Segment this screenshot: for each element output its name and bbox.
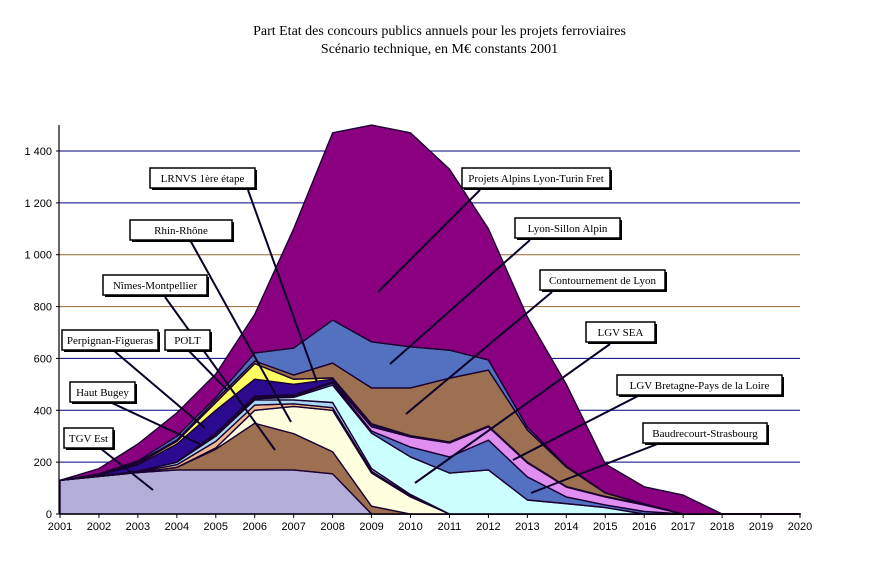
x-tick-label: 2013 — [515, 521, 539, 533]
callout-box — [129, 219, 233, 241]
callout-projets-alpins-lyon-turin-fret: Projets Alpins Lyon-Turin Fret — [377, 167, 612, 293]
callout-box — [642, 422, 768, 444]
callout-baudrecourt-strasbourg: Baudrecourt-Strasbourg — [530, 422, 769, 494]
callout-box — [164, 329, 211, 351]
callout-pointer — [405, 291, 553, 415]
callout-label: LGV Bretagne-Pays de la Loire — [630, 380, 770, 392]
callout-pointer — [187, 349, 228, 391]
x-tick-label: 2017 — [671, 521, 695, 533]
callout-lrnvs-1-re-tape: LRNVS 1ère étape — [149, 167, 318, 383]
callout-pointer — [512, 394, 641, 461]
callout-rhin-rh-ne: Rhin-Rhône — [129, 219, 292, 423]
x-tick-label: 2008 — [320, 521, 344, 533]
y-tick-label: 400 — [34, 405, 52, 417]
callout-pointer — [164, 296, 276, 451]
callout-box — [69, 381, 136, 403]
y-tick-label: 1 000 — [24, 250, 52, 262]
y-tick-label: 0 — [46, 509, 52, 521]
callout-label: Perpignan-Figueras — [67, 335, 153, 347]
x-tick-label: 2014 — [554, 521, 578, 533]
callout-polt: POLT — [164, 329, 228, 391]
x-tick-label: 2015 — [593, 521, 617, 533]
x-tick-label: 2003 — [126, 521, 150, 533]
callout-pointer — [111, 402, 203, 446]
callout-label: Lyon-Sillon Alpin — [528, 223, 608, 235]
chart-title: Part Etat des concours publics annuels p… — [253, 24, 626, 39]
callout-label: Projets Alpins Lyon-Turin Fret — [468, 173, 604, 185]
callout-pointer — [247, 189, 318, 383]
callout-n-mes-montpellier: Nîmes-Montpellier — [102, 274, 276, 451]
y-tick-label: 600 — [34, 353, 52, 365]
callout-box — [102, 274, 208, 296]
x-tick-label: 2012 — [476, 521, 500, 533]
callout-perpignan-figueras: Perpignan-Figueras — [61, 329, 206, 429]
callout-contournement-de-lyon: Contournement de Lyon — [405, 269, 667, 415]
callout-lyon-sillon-alpin: Lyon-Sillon Alpin — [389, 217, 622, 365]
callout-haut-bugey: Haut Bugey — [69, 381, 203, 446]
y-tick-label: 200 — [34, 457, 52, 469]
x-tick-label: 2009 — [359, 521, 383, 533]
x-tick-label: 2005 — [204, 521, 228, 533]
callout-label: Baudrecourt-Strasbourg — [652, 428, 758, 440]
callout-label: Rhin-Rhône — [154, 225, 208, 237]
callout-box — [63, 427, 114, 449]
callout-label: LGV SEA — [598, 327, 644, 339]
callout-box — [149, 167, 256, 189]
callout-label: POLT — [174, 335, 201, 347]
callout-pointer — [189, 239, 292, 423]
y-tick-label: 1 200 — [24, 198, 52, 210]
x-tick-label: 2016 — [632, 521, 656, 533]
x-tick-label: 2007 — [281, 521, 305, 533]
x-tick-label: 2011 — [438, 521, 462, 533]
chart-subtitle: Scénario technique, en M€ constants 2001 — [320, 42, 559, 57]
callout-pointer — [530, 442, 661, 494]
callout-pointer — [377, 189, 481, 293]
callout-lgv-sea: LGV SEA — [414, 321, 657, 484]
callout-box — [539, 269, 666, 291]
callout-label: Contournement de Lyon — [549, 275, 656, 287]
callout-label: Haut Bugey — [76, 387, 129, 399]
callout-pointer — [112, 349, 206, 429]
callout-lgv-bretagne-pays-de-la-loire: LGV Bretagne-Pays de la Loire — [512, 374, 784, 461]
callout-box — [514, 217, 621, 239]
x-tick-label: 2010 — [398, 521, 422, 533]
callout-pointer — [389, 239, 531, 365]
x-tick-label: 2001 — [48, 521, 72, 533]
x-tick-label: 2019 — [749, 521, 773, 533]
callout-pointer — [99, 447, 154, 491]
x-tick-label: 2020 — [788, 521, 812, 533]
callout-box — [616, 374, 783, 396]
callout-tgv-est: TGV Est — [63, 427, 154, 491]
x-tick-label: 2006 — [242, 521, 266, 533]
x-tick-label: 2018 — [710, 521, 734, 533]
y-tick-label: 1 400 — [24, 146, 52, 158]
x-tick-label: 2002 — [87, 521, 111, 533]
x-tick-label: 2004 — [165, 521, 189, 533]
callout-label: LRNVS 1ère étape — [161, 173, 245, 185]
callout-box — [461, 167, 611, 189]
callout-pointer — [414, 343, 611, 484]
callout-label: Nîmes-Montpellier — [113, 280, 198, 292]
callout-label: TGV Est — [69, 433, 108, 445]
y-tick-label: 800 — [34, 302, 52, 314]
callout-box — [61, 329, 159, 351]
callout-box — [585, 321, 656, 343]
